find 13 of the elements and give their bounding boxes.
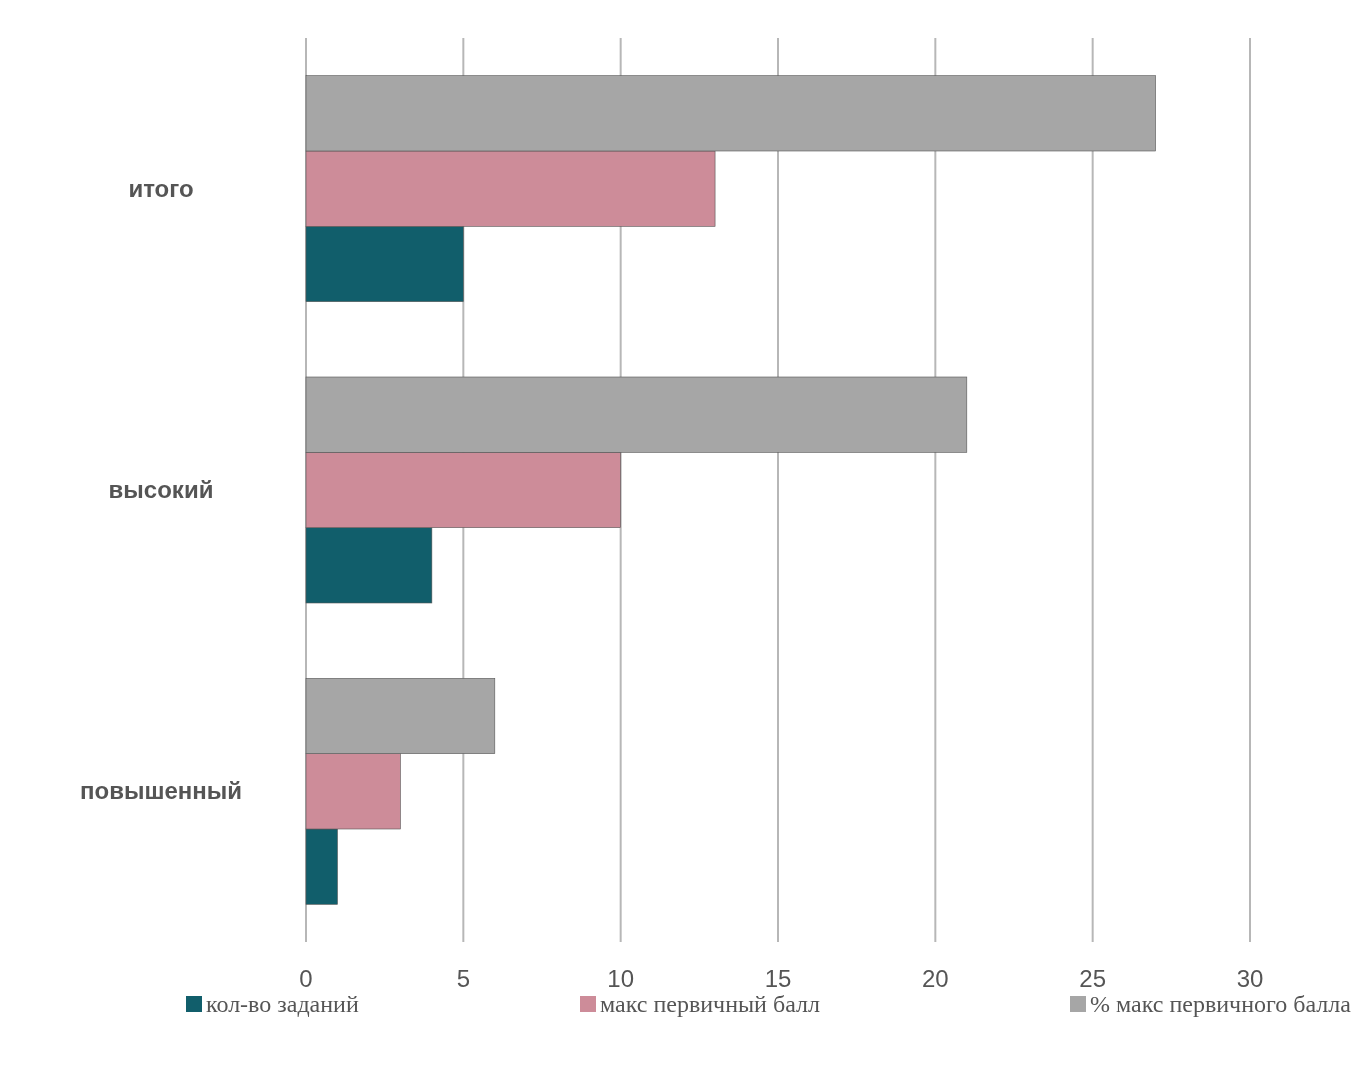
x-tick-label: 10 — [607, 965, 635, 992]
legend-label: кол-во заданий — [206, 991, 359, 1017]
y-tick-label: высокий — [108, 476, 214, 503]
x-tick-label: 30 — [1236, 965, 1264, 992]
x-tick-label: 0 — [299, 965, 313, 992]
legend-label: % макс первичного балла — [1090, 991, 1352, 1017]
legend-label: макс первичный балл — [600, 991, 820, 1017]
y-tick-label: итого — [128, 174, 194, 202]
x-tick-label: 25 — [1079, 965, 1107, 992]
x-tick-label: 5 — [456, 965, 471, 992]
x-tick-label: 15 — [764, 965, 792, 992]
x-tick-label: 20 — [921, 965, 949, 992]
y-tick-label: повышенный — [80, 777, 242, 805]
